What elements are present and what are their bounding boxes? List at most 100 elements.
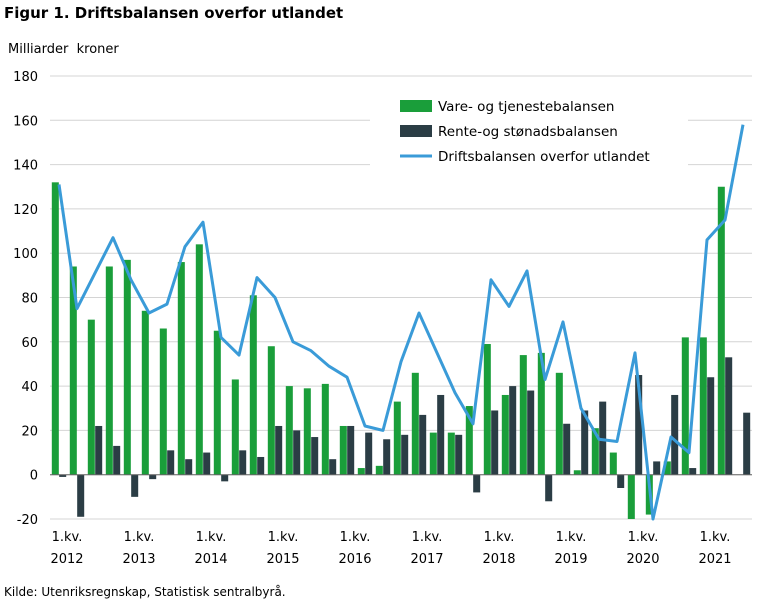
bar-goods-services [465,406,473,475]
bar-income-transfers [383,439,391,475]
bar-goods-services [429,432,437,475]
bar-income-transfers [311,437,319,475]
bar-goods-services [357,468,365,475]
x-tick-label: 1.kv. [556,530,587,545]
legend-item-current-account-label: Driftsbalansen overfor utlandet [438,149,650,165]
bar-income-transfers [473,474,481,493]
bar-income-transfers [167,450,175,475]
bar-income-transfers [329,459,337,475]
bar-income-transfers [563,423,571,475]
x-tick-label: 1.kv. [52,530,83,545]
bar-income-transfers [653,461,661,475]
bar-income-transfers [365,432,373,475]
bar-goods-services [573,470,581,475]
bar-income-transfers [347,425,355,475]
bar-goods-services [519,355,527,475]
x-tick-label: 1.kv. [340,530,371,545]
bar-income-transfers [491,410,499,475]
bar-goods-services [105,266,113,475]
bar-goods-services [195,244,203,475]
bars-group [51,182,751,519]
bar-goods-services [159,328,167,475]
bar-income-transfers [401,434,409,475]
chart-title: Figur 1. Driftsbalansen overfor utlandet [4,4,344,22]
bar-goods-services [537,352,545,475]
source-note: Kilde: Utenriksregnskap, Statistisk sent… [4,585,286,599]
y-tick-label: 160 [13,114,38,129]
x-tick-year-label: 2014 [194,552,227,567]
bar-income-transfers [617,474,625,488]
legend-item-income-transfers-swatch [400,125,432,137]
x-tick-label: 1.kv. [196,530,227,545]
y-tick-label: 0 [30,469,38,484]
bar-goods-services [177,262,185,475]
bar-income-transfers [293,430,301,475]
bar-goods-services [609,452,617,475]
bar-goods-services [411,372,419,475]
bar-income-transfers [77,474,85,517]
bar-goods-services [267,346,275,475]
x-tick-year-label: 2015 [266,552,299,567]
bar-income-transfers [437,394,445,475]
y-axis-unit-label: Milliarder kroner [8,42,119,57]
x-tick-year-label: 2019 [554,552,587,567]
bar-goods-services [339,425,347,475]
bar-goods-services [717,186,725,475]
bar-income-transfers [113,445,121,475]
y-tick-label: 60 [21,336,38,351]
bar-income-transfers [275,425,283,475]
bar-income-transfers [95,425,103,475]
x-tick-label: 1.kv. [268,530,299,545]
y-tick-label: -20 [17,513,38,528]
x-tick-label: 1.kv. [628,530,659,545]
line-current-account [57,124,745,521]
bar-income-transfers [689,468,697,475]
bar-goods-services [681,337,689,475]
bar-income-transfers [59,474,67,477]
legend-item-goods-services-label: Vare- og tjenestebalansen [438,99,614,115]
bar-goods-services [141,310,149,475]
x-tick-year-label: 2017 [410,552,443,567]
bar-goods-services [285,386,293,475]
x-tick-label: 1.kv. [412,530,443,545]
bar-income-transfers [725,357,733,475]
y-tick-label: 180 [13,70,38,85]
x-tick-label: 1.kv. [484,530,515,545]
bar-goods-services [87,319,95,475]
x-tick-year-label: 2016 [338,552,371,567]
y-tick-label: 140 [13,159,38,174]
axes-group: -20 0 20 40 60 80 100 120 140 160 180 1.kv. 2012 1.kv… [13,70,752,567]
bar-income-transfers [203,452,211,475]
bar-income-transfers [599,401,607,475]
bar-goods-services [231,379,239,475]
bar-income-transfers [239,450,247,475]
bar-goods-services [69,266,77,475]
bar-goods-services [447,432,455,475]
line-group [57,124,745,521]
bar-income-transfers [527,390,535,475]
bar-goods-services [393,401,401,475]
x-tick-label: 1.kv. [124,530,155,545]
bar-goods-services [627,474,635,519]
bar-income-transfers [149,474,157,480]
legend-item-goods-services-swatch [400,100,432,112]
bar-goods-services [213,330,221,475]
bar-goods-services [483,344,491,475]
bar-income-transfers [545,474,553,502]
bar-goods-services [663,461,671,475]
bar-income-transfers [509,386,517,475]
bar-income-transfers [581,410,589,475]
bar-income-transfers [707,377,715,475]
bar-goods-services [321,383,329,475]
bar-income-transfers [455,434,463,475]
y-tick-label: 100 [13,247,38,262]
x-tick-year-label: 2021 [698,552,731,567]
bar-goods-services [51,182,59,475]
bar-goods-services [303,388,311,475]
legend-item-income-transfers-label: Rente-og stønadsbalansen [438,124,618,140]
bar-goods-services [375,465,383,475]
y-tick-label: 80 [21,292,38,307]
bar-goods-services [699,337,707,475]
y-tick-label: 120 [13,203,38,218]
